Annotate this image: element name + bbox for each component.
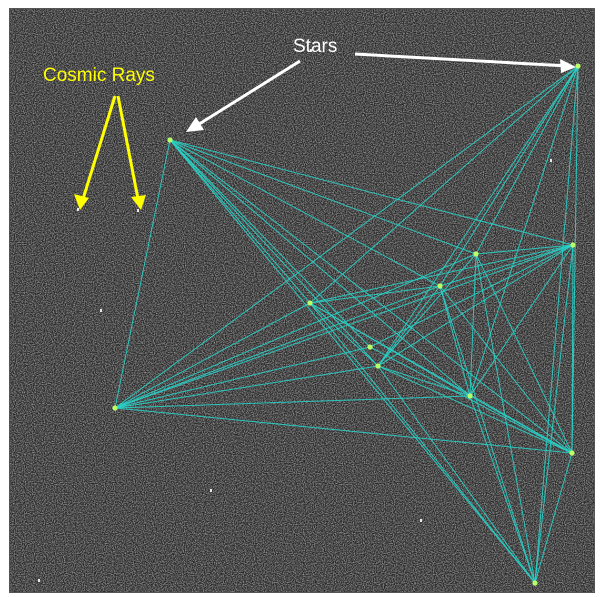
star-link <box>377 65 579 367</box>
stars-arrow-right-head <box>560 59 576 73</box>
star-link <box>114 395 471 409</box>
star-link <box>169 139 379 367</box>
annotation-arrows <box>74 52 576 210</box>
star-link <box>169 139 573 454</box>
star-link <box>475 65 579 255</box>
star-link <box>309 302 379 367</box>
star-link <box>169 139 477 255</box>
star-point <box>367 344 373 350</box>
star-link <box>169 139 441 287</box>
cosmic-ray-speck <box>77 208 79 211</box>
cosmic-ray-speck <box>38 579 40 582</box>
star-point <box>575 63 581 69</box>
star-link <box>369 244 574 348</box>
star-link <box>309 65 579 304</box>
cosmic-ray-speck <box>210 489 212 492</box>
star-connection-lines <box>114 65 579 584</box>
star-link <box>377 285 441 367</box>
star-point <box>473 251 479 257</box>
star-link <box>469 253 477 397</box>
star-point <box>375 363 381 369</box>
star-link <box>169 139 471 397</box>
star-link <box>469 395 536 584</box>
stars-label: Stars <box>293 36 338 57</box>
star-link <box>571 244 574 454</box>
cosmic-ray-speck <box>100 309 102 312</box>
star-link <box>377 244 574 367</box>
star-link <box>309 302 536 584</box>
star-link <box>169 139 311 304</box>
star-field-image <box>9 8 595 593</box>
star-point <box>532 580 538 586</box>
star-point <box>569 450 575 456</box>
cosmic-rays-label: Cosmic Rays <box>43 65 155 86</box>
star-link <box>169 139 371 348</box>
stars-arrow-right <box>354 52 569 68</box>
star-link <box>377 365 536 584</box>
star-point <box>112 405 118 411</box>
star-link <box>169 139 574 246</box>
star-link <box>439 65 579 287</box>
star-link <box>469 65 579 397</box>
star-link <box>114 65 579 409</box>
star-link <box>169 139 536 584</box>
star-points <box>112 63 581 586</box>
star-link <box>377 253 477 367</box>
cosmic-ray-speck <box>137 209 139 212</box>
constellation-overlay <box>10 9 594 592</box>
cosmic-ray-speck <box>420 519 422 522</box>
star-link <box>439 244 574 287</box>
star-point <box>570 242 576 248</box>
star-link <box>571 65 579 454</box>
cosmic-arrow-right <box>116 95 140 200</box>
cosmic-ray-specks <box>38 49 552 582</box>
star-point <box>307 300 313 306</box>
star-link <box>475 244 574 255</box>
star-link <box>309 302 573 454</box>
star-link <box>114 285 441 409</box>
stars-arrow-left-head <box>186 117 204 132</box>
star-link <box>469 244 574 397</box>
star-link <box>114 244 574 409</box>
star-link <box>439 285 536 584</box>
star-link <box>469 395 573 454</box>
star-point <box>167 137 173 143</box>
star-link <box>439 285 471 397</box>
star-point <box>467 393 473 399</box>
star-link <box>114 302 311 409</box>
star-link <box>309 285 441 304</box>
star-link <box>475 253 573 454</box>
cosmic-arrow-right-head <box>131 195 146 210</box>
cosmic-arrow-left <box>81 95 117 200</box>
cosmic-ray-speck <box>550 159 552 162</box>
cosmic-ray-speck <box>310 49 312 52</box>
cosmic-arrow-left-head <box>74 194 89 210</box>
star-link <box>534 65 579 584</box>
stars-arrow-left <box>195 59 301 128</box>
star-link <box>309 244 574 304</box>
star-link <box>534 244 574 584</box>
star-link <box>114 346 371 409</box>
star-link <box>534 452 573 584</box>
star-link <box>114 407 573 454</box>
star-link <box>114 139 171 409</box>
star-link <box>114 365 379 409</box>
star-point <box>437 283 443 289</box>
